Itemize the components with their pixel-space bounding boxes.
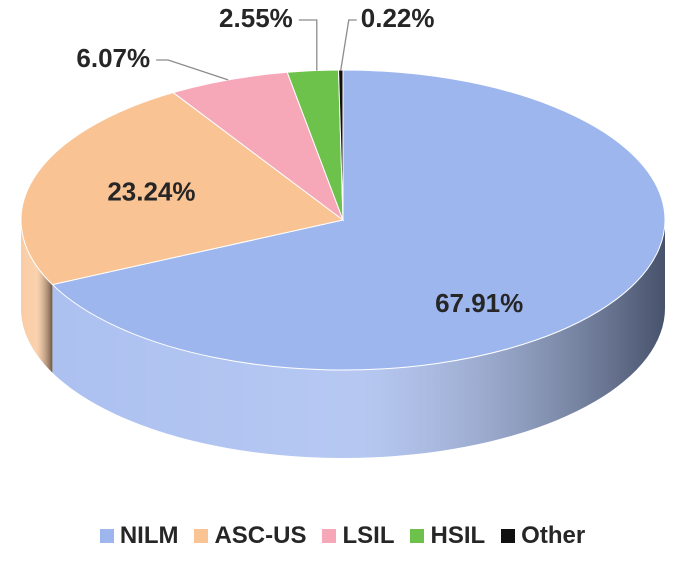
legend-swatch-other (501, 529, 516, 543)
legend-swatch-asc-us (194, 529, 209, 543)
legend: NILM ASC-US LSIL HSIL Other (0, 522, 685, 550)
legend-item-nilm: NILM (99, 522, 179, 550)
slice-nilm[interactable] (51, 69, 666, 371)
data-label-asc-us: 23.24% (107, 177, 195, 207)
data-label-nilm: 67.91% (435, 288, 523, 318)
legend-label-other: Other (521, 522, 586, 549)
legend-item-hsil: HSIL (410, 522, 485, 550)
leader-lines (156, 19, 357, 81)
data-labels: 67.91% 23.24% 6.07% 2.55% 0.22% (76, 3, 523, 318)
legend-label-nilm: NILM (119, 522, 179, 549)
data-label-lsil: 6.07% (76, 43, 150, 73)
legend-swatch-nilm (99, 529, 114, 543)
slice-asc-us[interactable] (20, 92, 345, 286)
legend-item-lsil: LSIL (322, 522, 394, 550)
leader-line-hsil (298, 19, 318, 71)
legend-item-asc-us: ASC-US (194, 522, 306, 550)
legend-label-lsil: LSIL (342, 522, 395, 549)
legend-label-hsil: HSIL (430, 522, 486, 549)
slice-lsil[interactable] (172, 71, 345, 222)
pie-sides (20, 220, 665, 458)
data-label-hsil: 2.55% (219, 3, 293, 33)
slice-side-shade-nilm (52, 220, 665, 458)
pie-chart: 67.91% 23.24% 6.07% 2.55% 0.22% (20, 3, 666, 458)
slice-side-shade-asc-us (20, 220, 53, 373)
legend-item-other: Other (501, 522, 585, 550)
legend-swatch-lsil (322, 529, 337, 543)
legend-swatch-hsil (410, 529, 425, 543)
leader-line-lsil (156, 59, 229, 81)
data-label-other: 0.22% (361, 3, 435, 33)
legend-label-asc-us: ASC-US (214, 522, 307, 549)
leader-line-other (340, 19, 357, 71)
pie-slices (20, 69, 666, 371)
